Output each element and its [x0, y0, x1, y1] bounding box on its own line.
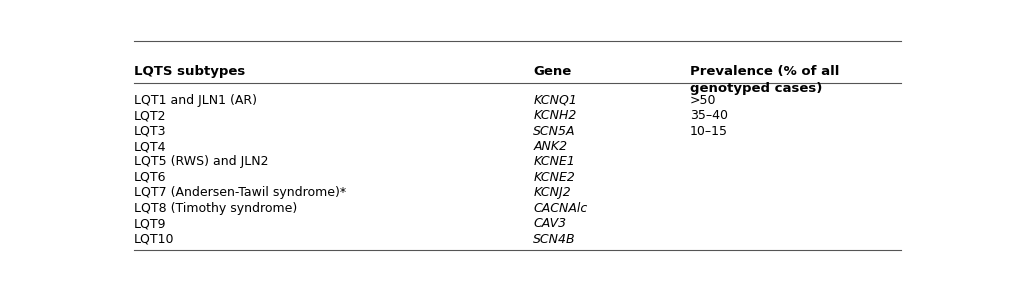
Text: LQT5 (RWS) and JLN2: LQT5 (RWS) and JLN2 [134, 156, 269, 168]
Text: KCNQ1: KCNQ1 [533, 94, 577, 107]
Text: LQT2: LQT2 [134, 109, 167, 122]
Text: KCNE1: KCNE1 [533, 156, 575, 168]
Text: LQTS subtypes: LQTS subtypes [134, 65, 245, 78]
Text: CACNAlc: CACNAlc [533, 202, 588, 215]
Text: LQT10: LQT10 [134, 233, 175, 245]
Text: LQT3: LQT3 [134, 125, 167, 138]
Text: KCNH2: KCNH2 [533, 109, 577, 122]
Text: SCN4B: SCN4B [533, 233, 576, 245]
Text: LQT6: LQT6 [134, 171, 167, 184]
Text: KCNJ2: KCNJ2 [533, 186, 571, 199]
Text: LQT7 (Andersen-Tawil syndrome)*: LQT7 (Andersen-Tawil syndrome)* [134, 186, 346, 199]
Text: Prevalence (% of all
genotyped cases): Prevalence (% of all genotyped cases) [690, 65, 839, 95]
Text: ANK2: ANK2 [533, 140, 568, 153]
Text: 10–15: 10–15 [690, 125, 728, 138]
Text: CAV3: CAV3 [533, 217, 567, 230]
Text: LQT9: LQT9 [134, 217, 167, 230]
Text: LQT4: LQT4 [134, 140, 167, 153]
Text: >50: >50 [690, 94, 716, 107]
Text: KCNE2: KCNE2 [533, 171, 575, 184]
Text: LQT1 and JLN1 (AR): LQT1 and JLN1 (AR) [134, 94, 258, 107]
Text: SCN5A: SCN5A [533, 125, 576, 138]
Text: 35–40: 35–40 [690, 109, 728, 122]
Text: LQT8 (Timothy syndrome): LQT8 (Timothy syndrome) [134, 202, 297, 215]
Text: Gene: Gene [533, 65, 572, 78]
